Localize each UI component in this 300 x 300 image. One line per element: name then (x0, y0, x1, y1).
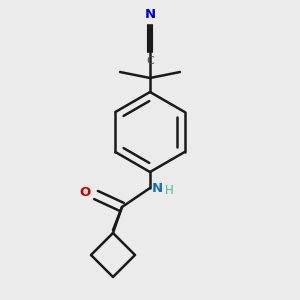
Text: C: C (146, 56, 154, 66)
Text: H: H (165, 184, 174, 196)
Text: N: N (144, 8, 156, 21)
Text: O: O (80, 185, 91, 199)
Text: N: N (152, 182, 163, 194)
